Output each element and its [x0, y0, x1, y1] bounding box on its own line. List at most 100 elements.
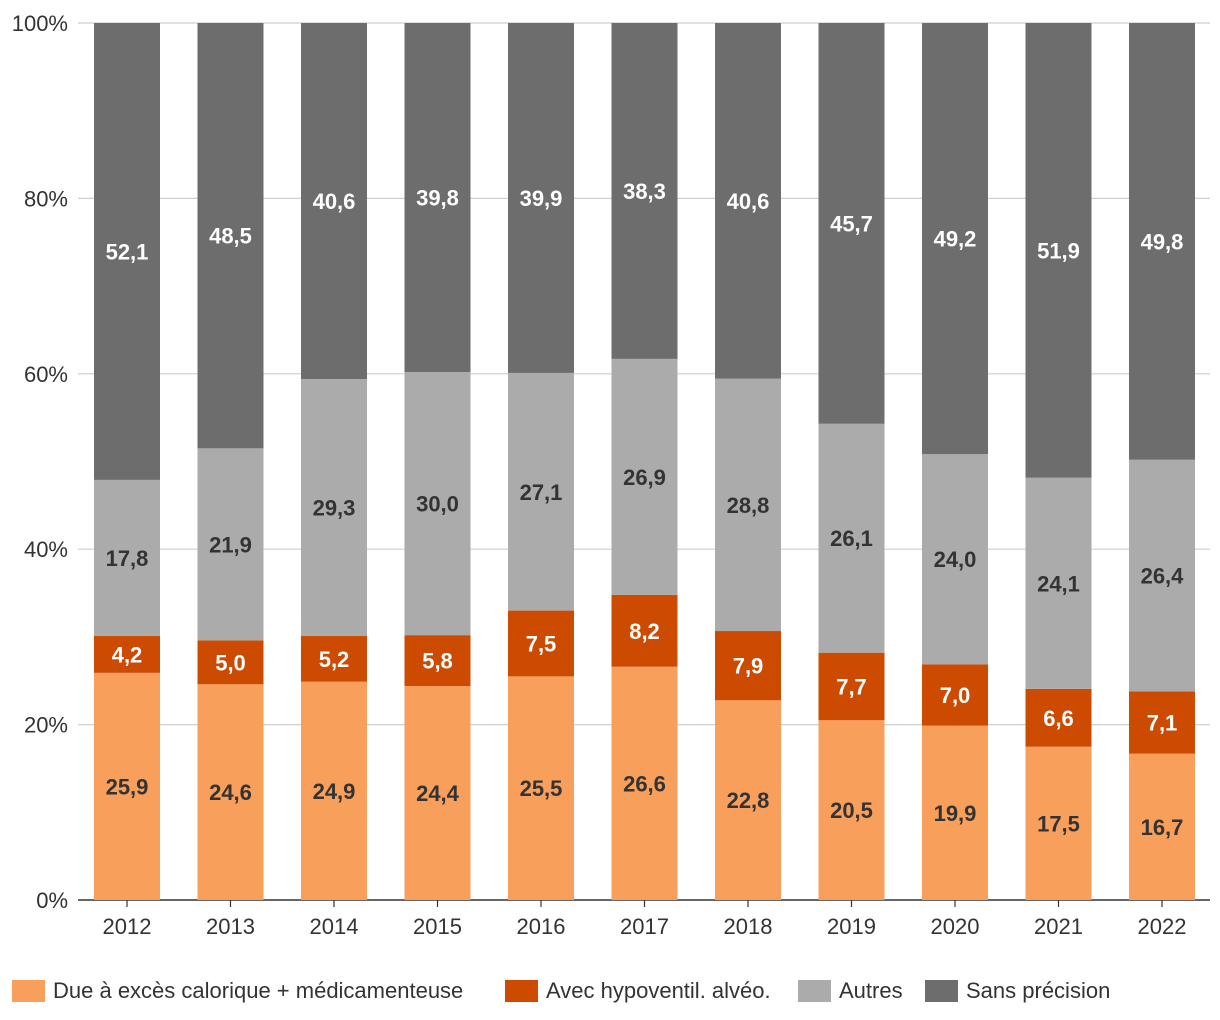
data-label: 26,4 — [1141, 564, 1185, 589]
x-tick-label: 2015 — [413, 914, 462, 939]
x-tick-label: 2017 — [620, 914, 669, 939]
bar-segment — [197, 448, 264, 641]
data-label: 21,9 — [209, 532, 252, 557]
data-label: 26,6 — [623, 771, 666, 796]
bar-segment — [1129, 691, 1195, 754]
x-tick-label: 2012 — [103, 914, 152, 939]
data-label: 17,8 — [106, 546, 149, 571]
data-label: 52,1 — [106, 239, 149, 264]
bar-segment — [818, 720, 885, 900]
data-label: 24,6 — [209, 780, 252, 805]
y-tick-label: 60% — [24, 362, 68, 387]
bar-segment — [1025, 688, 1092, 747]
bar-segment — [1025, 23, 1092, 478]
legend: Due à excès calorique + médicamenteuse Av… — [12, 978, 1110, 1003]
data-label: 40,6 — [727, 189, 770, 214]
bar-segment — [611, 666, 678, 900]
legend-swatch — [925, 980, 958, 1002]
data-label: 7,7 — [836, 674, 867, 699]
y-tick-label: 80% — [24, 186, 68, 211]
legend-label: Sans précision — [966, 978, 1110, 1003]
bar-segment — [1025, 477, 1092, 689]
bar-segment — [611, 594, 678, 667]
data-label: 38,3 — [623, 179, 666, 204]
data-label: 26,9 — [623, 465, 666, 490]
bars: 25,9 4,2 17,8 52,1 24,6 5,0 21,9 48,5 24,9 5,2 29,… — [94, 23, 1195, 900]
data-label: 51,9 — [1037, 238, 1080, 263]
data-label: 25,5 — [520, 776, 563, 801]
bar-segment — [197, 640, 264, 685]
bar-segment — [404, 23, 471, 373]
data-label: 40,6 — [313, 189, 356, 214]
data-label: 26,1 — [830, 526, 873, 551]
legend-label: Due à excès calorique + médicamenteuse — [53, 978, 463, 1003]
x-tick-label: 2022 — [1138, 914, 1187, 939]
legend-label: Avec hypoventil. alvéo. — [546, 978, 771, 1003]
data-label: 45,7 — [830, 211, 873, 236]
y-axis: 0% 20% 40% 60% 80% 100% — [12, 11, 68, 913]
bar-segment — [922, 23, 988, 455]
bar-segment — [94, 672, 160, 900]
bar-segment — [301, 681, 367, 900]
bar-segment — [1129, 753, 1195, 900]
data-label: 19,9 — [934, 801, 977, 826]
bar-segment — [1129, 23, 1195, 460]
data-label: 24,0 — [934, 547, 977, 572]
bar-segment — [818, 652, 885, 721]
data-label: 7,5 — [526, 631, 557, 656]
data-label: 49,8 — [1141, 229, 1184, 254]
bar-segment — [715, 631, 781, 701]
data-label: 6,6 — [1043, 706, 1074, 731]
bar-segment — [508, 23, 574, 373]
bar-segment — [197, 23, 264, 449]
legend-swatch — [505, 980, 538, 1002]
bar-segment — [1129, 459, 1195, 692]
bar-segment — [197, 684, 264, 900]
bar-segment — [715, 23, 781, 379]
bar-segment — [404, 686, 471, 900]
x-tick-label: 2020 — [931, 914, 980, 939]
data-label: 5,0 — [215, 650, 246, 675]
data-label: 7,9 — [733, 654, 764, 679]
bar-segment — [404, 635, 471, 687]
bar-segment — [818, 23, 885, 424]
x-tick-label: 2021 — [1034, 914, 1083, 939]
x-tick-label: 2014 — [310, 914, 359, 939]
bar-segment — [922, 664, 988, 726]
data-label: 24,1 — [1037, 571, 1080, 596]
data-label: 8,2 — [629, 619, 660, 644]
y-tick-label: 100% — [12, 11, 68, 36]
data-label: 5,8 — [422, 649, 453, 674]
y-tick-label: 40% — [24, 537, 68, 562]
data-label: 7,1 — [1147, 710, 1178, 735]
data-label: 17,5 — [1037, 811, 1080, 836]
bar-segment — [94, 479, 160, 637]
data-label: 30,0 — [416, 492, 459, 517]
bar-segment — [922, 454, 988, 665]
bar-segment — [301, 379, 367, 637]
data-label: 4,2 — [112, 642, 143, 667]
y-tick-label: 0% — [36, 888, 68, 913]
x-tick-label: 2016 — [517, 914, 566, 939]
data-label: 16,7 — [1141, 815, 1184, 840]
data-label: 24,9 — [313, 779, 356, 804]
y-tick-label: 20% — [24, 713, 68, 738]
x-tick-label: 2013 — [206, 914, 255, 939]
data-label: 39,8 — [416, 186, 459, 211]
bar-segment — [508, 610, 574, 677]
x-tick-label: 2018 — [724, 914, 773, 939]
bar-segment — [818, 423, 885, 653]
bar-segment — [94, 23, 160, 480]
bar-segment — [715, 378, 781, 632]
data-label: 27,1 — [520, 480, 563, 505]
legend-label: Autres — [839, 978, 903, 1003]
bar-segment — [301, 23, 367, 380]
data-label: 24,4 — [416, 781, 460, 806]
data-label: 28,8 — [727, 493, 770, 518]
x-tick-label: 2019 — [827, 914, 876, 939]
bar-segment — [715, 700, 781, 900]
bar-segment — [508, 372, 574, 611]
bar-segment — [94, 636, 160, 673]
data-label: 48,5 — [209, 224, 252, 249]
legend-swatch — [798, 980, 831, 1002]
